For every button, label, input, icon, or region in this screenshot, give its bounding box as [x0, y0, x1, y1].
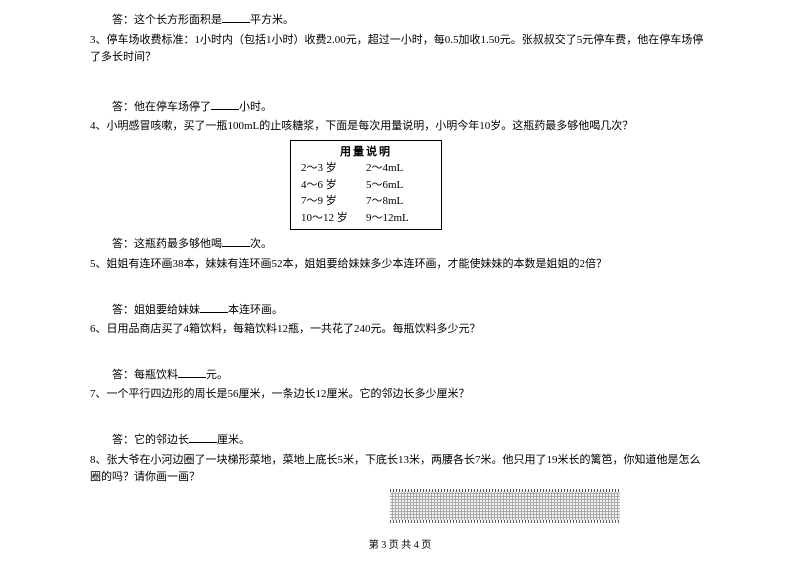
- dosage-dose: 7～8mL: [366, 193, 431, 210]
- river-diagram: [390, 489, 620, 523]
- dosage-dose: 9～12mL: [366, 210, 431, 227]
- q7-answer: 答：它的邻边长厘米。: [90, 430, 710, 450]
- dosage-row: 2～3 岁 2～4mL: [301, 160, 431, 177]
- dosage-row: 7～9 岁 7～8mL: [301, 193, 431, 210]
- q5-answer: 答：姐姐要给妹妹本连环画。: [90, 300, 710, 320]
- q7-text: 7、一个平行四边形的周长是56厘米，一条边长12厘米。它的邻边长多少厘米？: [90, 386, 710, 404]
- dosage-age: 7～9 岁: [301, 193, 366, 210]
- dosage-row: 10～12 岁 9～12mL: [301, 210, 431, 227]
- q6-answer: 答：每瓶饮料元。: [90, 365, 710, 385]
- q8-text: 8、张大爷在小河边圈了一块梯形菜地，菜地上底长5米，下底长13米，两腰各长7米。…: [90, 452, 710, 487]
- dosage-dose: 2～4mL: [366, 160, 431, 177]
- q3-answer: 答：他在停车场停了小时。: [90, 97, 710, 117]
- dosage-age: 10～12 岁: [301, 210, 366, 227]
- dosage-age: 2～3 岁: [301, 160, 366, 177]
- q4-answer: 答：这瓶药最多够他喝次。: [90, 234, 710, 254]
- page-footer: 第 3 页 共 4 页: [0, 536, 800, 551]
- dosage-row: 4～6 岁 5～6mL: [301, 177, 431, 194]
- dosage-age: 4～6 岁: [301, 177, 366, 194]
- q4-text: 4、小明感冒咳嗽，买了一瓶100mL的止咳糖浆，下面是每次用量说明，小明今年10…: [90, 118, 710, 136]
- dosage-title: 用量说明: [301, 144, 431, 161]
- dosage-dose: 5～6mL: [366, 177, 431, 194]
- q2-answer: 答：这个长方形面积是平方米。: [90, 10, 710, 30]
- q6-text: 6、日用品商店买了4箱饮料，每箱饮料12瓶，一共花了240元。每瓶饮料多少元？: [90, 321, 710, 339]
- q5-text: 5、姐姐有连环画38本，妹妹有连环画52本，姐姐要给妹妹多少本连环画，才能使妹妹…: [90, 256, 710, 274]
- q3-text: 3、停车场收费标准：1小时内（包括1小时）收费2.00元，超过一小时，每0.5加…: [90, 32, 710, 67]
- dosage-table: 用量说明 2～3 岁 2～4mL 4～6 岁 5～6mL 7～9 岁 7～8mL…: [290, 140, 442, 231]
